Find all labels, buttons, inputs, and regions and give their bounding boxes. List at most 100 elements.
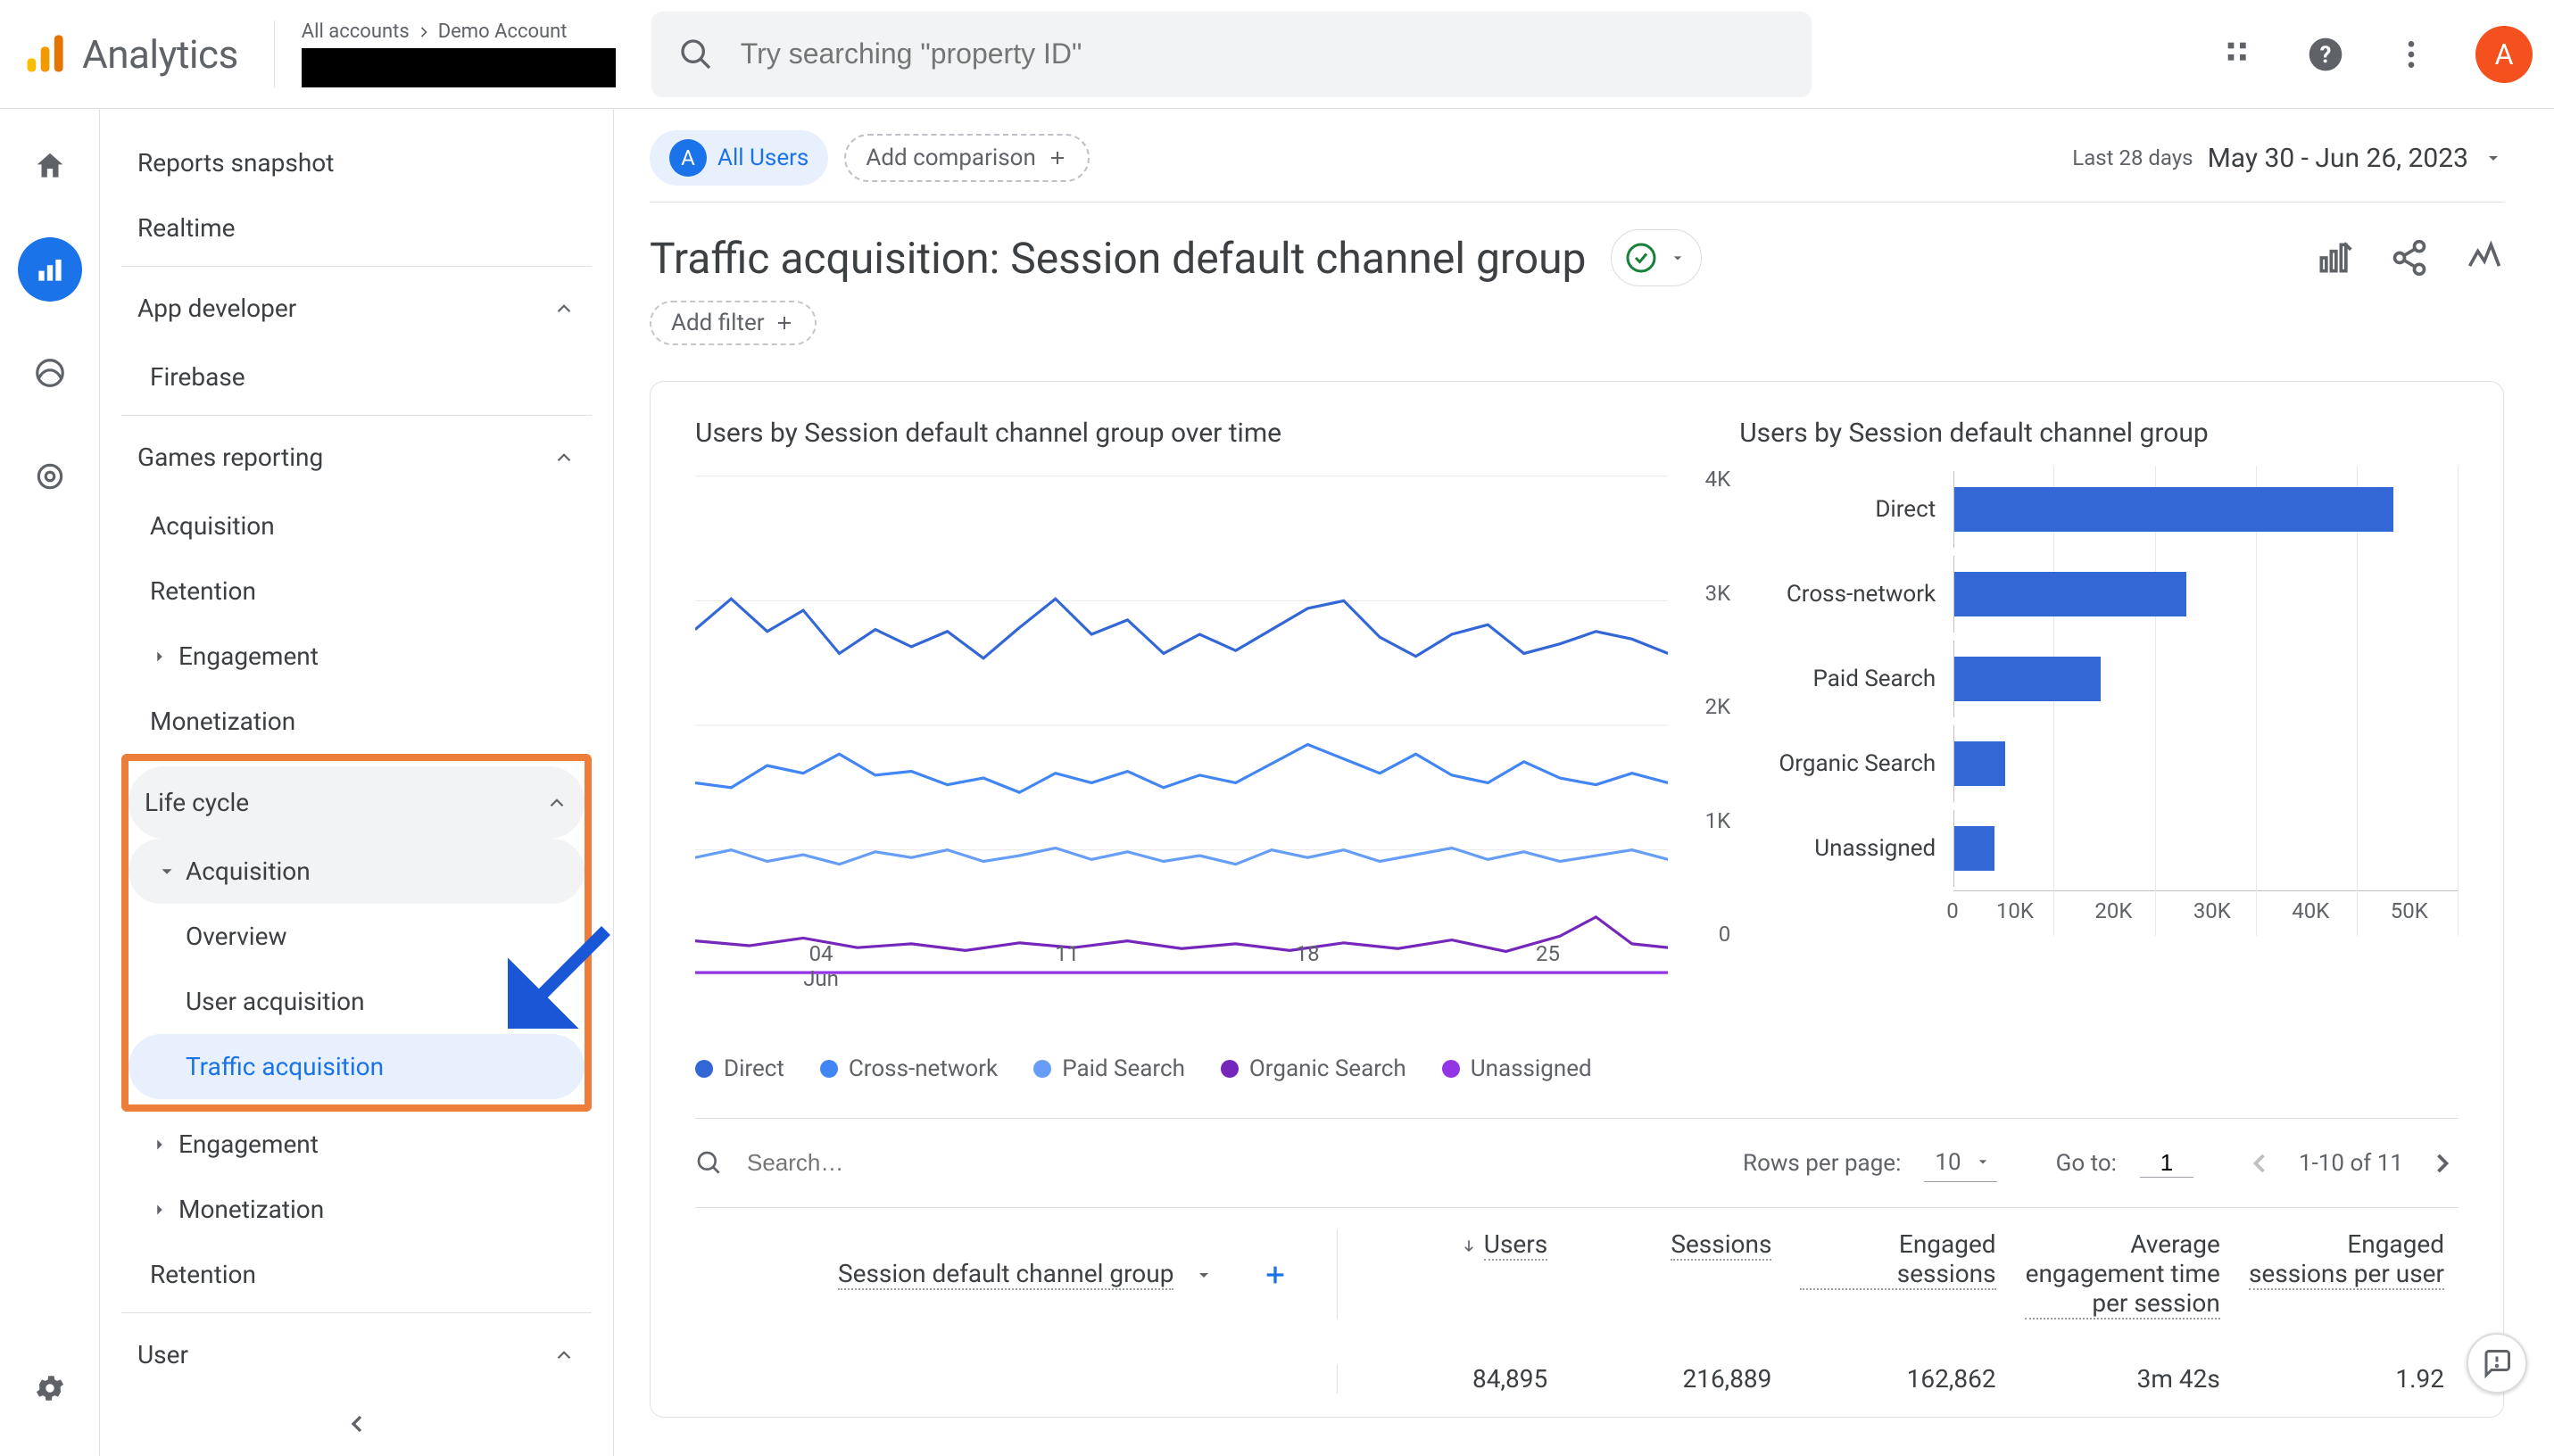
chevron-right-icon (415, 23, 433, 41)
rail-reports[interactable] (18, 237, 82, 302)
rows-per-page-label: Rows per page: (1743, 1150, 1901, 1177)
sidebar-reports-snapshot[interactable]: Reports snapshot (121, 130, 592, 195)
metric-header-sessions[interactable]: Sessions (1562, 1229, 1786, 1320)
sidebar: Reports snapshot Realtime App developer … (100, 109, 614, 1456)
bar-row: Direct (1775, 467, 2459, 551)
chip-all-users[interactable]: A All Users (650, 130, 828, 186)
dropdown-icon[interactable] (1193, 1264, 1215, 1286)
chip-add-comparison-label: Add comparison (866, 145, 1035, 171)
breadcrumb-all-accounts: All accounts (302, 21, 410, 43)
chevron-up-icon (545, 791, 568, 815)
sidebar-user-label: User (137, 1340, 188, 1369)
customize-report-icon[interactable] (2315, 238, 2354, 277)
pagination-range: 1-10 of 11 (2299, 1150, 2403, 1177)
sidebar-lc-traffic-acq[interactable]: Traffic acquisition (129, 1034, 585, 1099)
sidebar-realtime[interactable]: Realtime (121, 195, 592, 261)
sidebar-lc-engagement[interactable]: Engagement (121, 1112, 592, 1177)
sidebar-section-games[interactable]: Games reporting (121, 421, 592, 493)
rail-explore[interactable] (18, 341, 82, 405)
help-icon[interactable]: ? (2304, 33, 2347, 76)
dimension-header[interactable]: Session default channel group (838, 1259, 1173, 1290)
add-dimension-icon[interactable] (1261, 1261, 1289, 1289)
sidebar-firebase[interactable]: Firebase (121, 344, 592, 410)
annotation-arrow-icon (508, 922, 614, 1029)
page-title: Traffic acquisition: Session default cha… (650, 233, 1586, 284)
sidebar-lc-acquisition[interactable]: Acquisition (129, 839, 585, 904)
property-name-redacted (302, 48, 616, 87)
sidebar-section-lifecycle[interactable]: Life cycle (129, 766, 585, 839)
sidebar-lc-retention[interactable]: Retention (121, 1242, 592, 1307)
metric-header-engaged-per-user[interactable]: Engaged sessions per user (2235, 1229, 2459, 1320)
line-chart-y-axis: 4K 3K 2K 1K 0 (1705, 467, 1731, 984)
sidebar-app-developer-label: App developer (137, 294, 296, 323)
sidebar-games-engagement[interactable]: Engagement (121, 624, 592, 689)
chip-avatar: A (669, 139, 707, 177)
rows-per-page-select[interactable]: 10 (1924, 1144, 1996, 1182)
plus-icon (1047, 147, 1068, 169)
total-engaged-sessions: 162,862 (1786, 1364, 2010, 1394)
add-filter-label: Add filter (671, 310, 765, 336)
sidebar-games-label: Games reporting (137, 443, 323, 472)
search-input[interactable] (741, 37, 1785, 70)
table-search-input[interactable] (747, 1149, 1046, 1177)
prev-page-icon[interactable] (2243, 1147, 2276, 1179)
apps-icon[interactable] (2218, 33, 2261, 76)
share-icon[interactable] (2390, 238, 2429, 277)
plus-icon (774, 312, 795, 334)
bar-chart-title: Users by Session default channel group (1739, 418, 2459, 449)
sidebar-games-retention[interactable]: Retention (121, 558, 592, 624)
table-totals-row: 84,895 216,889 162,862 3m 42s 1.92 (695, 1341, 2459, 1417)
total-sessions: 216,889 (1562, 1364, 1786, 1394)
total-avg-engagement: 3m 42s (2011, 1364, 2235, 1394)
bar-row: Cross-network (1775, 551, 2459, 636)
account-breadcrumb[interactable]: All accounts Demo Account (274, 21, 616, 87)
dropdown-icon[interactable] (1669, 249, 1687, 267)
date-range-value[interactable]: May 30 - Jun 26, 2023 (2208, 143, 2468, 174)
metric-header-avg-engagement[interactable]: Average engagement time per session (2011, 1229, 2235, 1320)
search-icon (678, 37, 714, 72)
line-chart-legend: Direct Cross-network Paid Search Organic… (695, 1055, 1668, 1082)
search-bar[interactable] (651, 12, 1812, 97)
feedback-button[interactable] (2467, 1333, 2527, 1394)
sidebar-collapse-button[interactable] (343, 1410, 371, 1438)
annotation-highlight-box: Life cycle Acquisition Overview User acq… (121, 754, 592, 1112)
bar-row: Paid Search (1775, 636, 2459, 721)
total-users: 84,895 (1338, 1364, 1562, 1394)
app-header: Analytics All accounts Demo Account ? A (0, 0, 2554, 109)
next-page-icon[interactable] (2426, 1147, 2459, 1179)
caret-right-icon (150, 647, 170, 666)
rail-advertising[interactable] (18, 444, 82, 509)
breadcrumb-account: Demo Account (438, 21, 568, 43)
bar-row: Unassigned (1775, 806, 2459, 890)
chevron-up-icon (552, 1344, 576, 1367)
add-filter-button[interactable]: Add filter (650, 301, 817, 345)
goto-input[interactable] (2140, 1149, 2193, 1178)
table-controls: Rows per page: 10 Go to: 1-10 of 11 (695, 1118, 2459, 1207)
insights-icon[interactable] (2465, 238, 2504, 277)
sidebar-games-monetization[interactable]: Monetization (121, 689, 592, 754)
goto-label: Go to: (2056, 1150, 2117, 1177)
analytics-logo-icon (21, 31, 68, 78)
search-icon[interactable] (695, 1149, 724, 1178)
line-chart: 4K 3K 2K 1K 0 04 Jun 11 18 25 (695, 467, 1668, 984)
table-header: Session default channel group Users Sess… (695, 1207, 2459, 1341)
more-vert-icon[interactable] (2390, 33, 2433, 76)
sidebar-lc-monetization[interactable]: Monetization (121, 1177, 592, 1242)
main-content: A All Users Add comparison Last 28 days … (614, 109, 2554, 1456)
chevron-up-icon (552, 446, 576, 469)
metric-header-users[interactable]: Users (1338, 1229, 1562, 1320)
rail-home[interactable] (18, 134, 82, 198)
sidebar-games-acquisition[interactable]: Acquisition (121, 493, 592, 558)
dropdown-icon[interactable] (2483, 147, 2504, 169)
bar-row: Organic Search (1775, 721, 2459, 806)
date-range-label: Last 28 days (2072, 145, 2193, 170)
product-logo[interactable]: Analytics (21, 31, 238, 78)
sidebar-section-app-developer[interactable]: App developer (121, 272, 592, 344)
rail-admin[interactable] (18, 1356, 82, 1420)
product-name: Analytics (82, 31, 238, 78)
metric-header-engaged-sessions[interactable]: Engaged sessions (1786, 1229, 2010, 1320)
sidebar-section-user[interactable]: User (121, 1319, 592, 1391)
header-actions: ? A (2218, 26, 2533, 83)
chip-add-comparison[interactable]: Add comparison (844, 134, 1089, 182)
account-avatar[interactable]: A (2475, 26, 2533, 83)
